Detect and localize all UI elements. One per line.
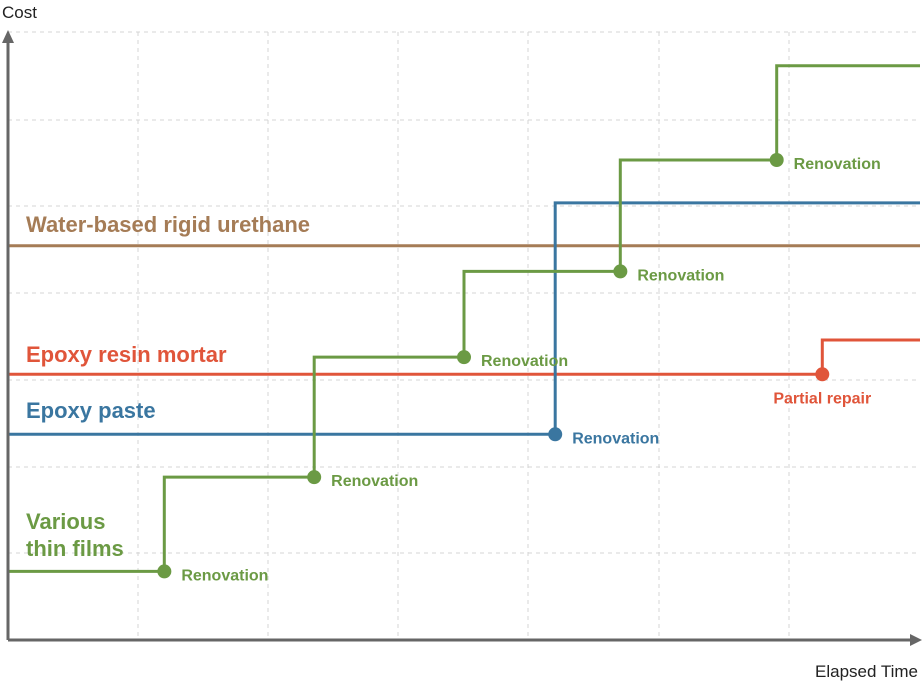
grid	[8, 31, 920, 640]
event-label-3-1: Renovation	[331, 473, 418, 490]
x-axis-title: Elapsed Time	[815, 662, 918, 681]
axes	[2, 30, 922, 646]
series-labels: Water-based rigid urethane Epoxy resin mo…	[26, 212, 310, 561]
series-lines	[8, 64, 920, 573]
event-marker-3-2	[457, 350, 471, 365]
event-marker-1-0	[815, 367, 830, 382]
event-label-3-2: Renovation	[481, 353, 568, 370]
series-line-3	[8, 64, 920, 573]
event-marker-3-0	[157, 564, 172, 579]
event-label-3-0: Renovation	[181, 567, 268, 584]
series-label-3: Various thin films	[26, 509, 124, 561]
series-label-line: Epoxy paste	[26, 398, 156, 423]
event-labels: Partial repair Renovation Renovation Renova…	[181, 156, 880, 584]
series-line-2	[8, 201, 920, 436]
series-label-1: Epoxy resin mortar	[26, 342, 227, 367]
series-label-2: Epoxy paste	[26, 398, 156, 423]
event-label-1-0: Partial repair	[773, 390, 871, 407]
event-label-3-3: Renovation	[637, 267, 724, 284]
event-marker-2-0	[548, 427, 563, 442]
y-axis-title: Cost	[2, 3, 37, 22]
y-axis-arrow	[2, 30, 14, 43]
series-label-line: Water-based rigid urethane	[26, 212, 310, 237]
event-label-3-4: Renovation	[794, 156, 881, 173]
series-markers	[157, 153, 830, 579]
event-marker-3-1	[307, 470, 322, 485]
event-marker-3-3	[613, 264, 628, 279]
series-label-line: thin films	[26, 536, 124, 561]
event-label-2-0: Renovation	[572, 430, 659, 447]
event-marker-3-4	[769, 153, 784, 167]
series-label-line: Epoxy resin mortar	[26, 342, 227, 367]
series-label-line: Various	[26, 509, 105, 534]
series-line-1	[8, 338, 920, 376]
x-axis-arrow	[910, 634, 922, 646]
series-label-0: Water-based rigid urethane	[26, 212, 310, 237]
